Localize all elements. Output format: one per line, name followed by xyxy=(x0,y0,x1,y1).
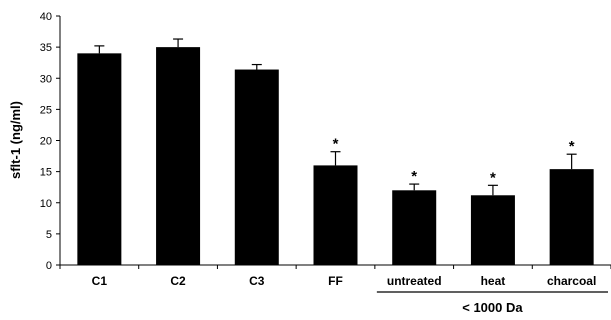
x-tick-label: charcoal xyxy=(547,274,596,288)
significance-mark: * xyxy=(490,169,496,186)
y-tick-label: 25 xyxy=(40,104,52,116)
bar-heat xyxy=(470,195,515,265)
group-bracket: < 1000 Da xyxy=(376,291,608,315)
x-tick-label: FF xyxy=(328,274,343,288)
x-tick-label: heat xyxy=(481,274,506,288)
x-tick-label: untreated xyxy=(387,274,442,288)
y-tick-label: 40 xyxy=(40,11,52,23)
significance-mark: * xyxy=(411,168,417,185)
y-axis-title: sflt-1 (ng/ml) xyxy=(8,101,23,179)
bar-untreated xyxy=(392,190,437,265)
y-tick-label: 15 xyxy=(40,167,52,179)
x-tick-label: C2 xyxy=(170,274,186,288)
bar-C3 xyxy=(234,69,279,265)
chart-labels: C1 C2 C3 * FF * untreated * heat * charcoal xyxy=(92,136,597,288)
y-tick-label: 10 xyxy=(40,198,52,210)
y-tick-label: 35 xyxy=(40,42,52,54)
bar-FF xyxy=(313,165,358,265)
bar-charcoal xyxy=(549,169,594,265)
bar-C2 xyxy=(156,47,201,265)
y-tick-label: 20 xyxy=(40,136,52,148)
y-tick-label: 0 xyxy=(46,260,52,272)
significance-mark: * xyxy=(333,136,339,153)
chart-bars xyxy=(77,38,594,265)
y-tick-label: 5 xyxy=(46,229,52,241)
x-tick-label: C1 xyxy=(92,274,108,288)
significance-mark: * xyxy=(569,138,575,155)
x-tick-label: C3 xyxy=(249,274,265,288)
bar-C1 xyxy=(77,53,122,265)
y-tick-label: 30 xyxy=(40,73,52,85)
chart-axes: 0 5 10 15 20 25 30 35 40 xyxy=(40,11,611,272)
group-bracket-label: < 1000 Da xyxy=(462,300,523,315)
